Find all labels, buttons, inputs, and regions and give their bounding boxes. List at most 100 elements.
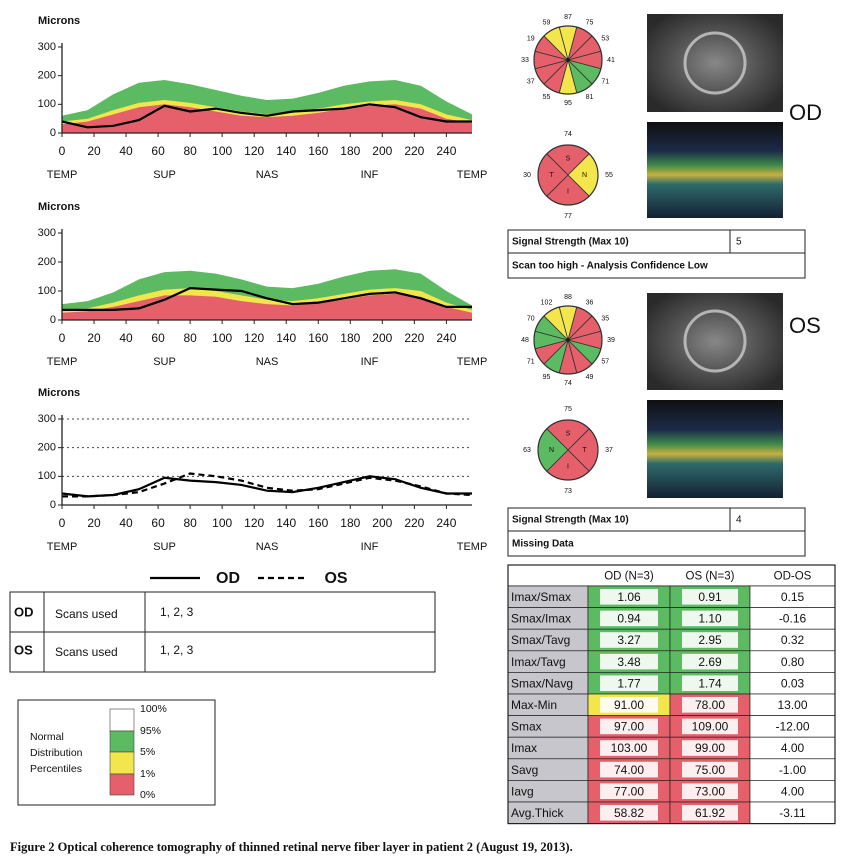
center-dot (566, 338, 570, 342)
legend-level: 95% (140, 725, 161, 737)
region-label: NAS (256, 541, 279, 553)
caption: Figure 2 Optical coherence tomography of… (10, 840, 573, 854)
sector-outline (537, 419, 599, 481)
x-tick-label: 160 (308, 144, 328, 158)
region-label: NAS (256, 356, 279, 368)
sector-value: 41 (607, 57, 615, 64)
cell-value: 1.77 (617, 676, 641, 690)
sector-value: 102 (541, 300, 553, 307)
region-label: INF (361, 169, 379, 181)
sector-letter: S (566, 430, 571, 437)
value-box (682, 718, 738, 735)
sector-value: 48 (521, 337, 529, 344)
region-label: INF (361, 356, 379, 368)
x-tick-label: 0 (59, 144, 66, 158)
thickness-line (61, 475, 472, 498)
x-tick-label: 240 (436, 516, 456, 530)
x-tick-label: 40 (119, 331, 133, 345)
cell-value: 0.03 (781, 676, 805, 690)
sector-value: 39 (607, 337, 615, 344)
cell-value: 58.82 (614, 806, 644, 820)
x-tick-label: 200 (372, 331, 392, 345)
cell-value: 3.27 (617, 633, 641, 647)
y-tick-label: 100 (38, 285, 56, 297)
cell-value: -12.00 (775, 720, 809, 734)
os-fundus-image (647, 293, 783, 390)
x-tick-label: 220 (404, 516, 424, 530)
legend-swatch (109, 751, 135, 775)
signal-value: 4 (736, 515, 742, 526)
row-label: Smax/Imax (511, 612, 571, 626)
sector-letter: T (582, 447, 587, 454)
thickness-line (61, 103, 472, 129)
y-tick-label: 0 (50, 499, 56, 511)
sector-value: 63 (523, 447, 531, 454)
sector-letter: I (567, 188, 569, 195)
legend-level: 1% (140, 768, 155, 780)
x-tick-label: 180 (340, 516, 360, 530)
cell-value: 97.00 (614, 720, 644, 734)
legend-swatch (109, 708, 135, 732)
region-label: TEMP (47, 356, 78, 368)
row-label: Smax/Tavg (511, 633, 570, 647)
table-header: OS (N=3) (686, 571, 735, 583)
scan-label: Scans used (55, 607, 118, 621)
sector-value: 55 (543, 94, 551, 101)
cell-value: 3.48 (617, 655, 641, 669)
sector-value: 75 (586, 20, 594, 27)
table-header: OD (N=3) (604, 571, 654, 583)
cell-value: 61.92 (695, 806, 725, 820)
scan-value: 1, 2, 3 (160, 643, 194, 657)
y-tick-label: 200 (38, 256, 56, 268)
x-tick-label: 60 (151, 144, 165, 158)
cell-value: 0.94 (617, 612, 641, 626)
x-tick-label: 160 (308, 331, 328, 345)
region-label: TEMP (47, 169, 78, 181)
cell-value: 0.15 (781, 590, 805, 604)
x-tick-label: 20 (87, 516, 101, 530)
sector-value: 19 (527, 35, 535, 42)
sector-letter: S (566, 155, 571, 162)
value-box (600, 589, 658, 605)
x-tick-label: 100 (212, 331, 232, 345)
y-axis-label: Microns (38, 201, 80, 213)
row-label: Imax/Tavg (511, 655, 566, 669)
signal-label: Signal Strength (Max 10) (512, 515, 629, 526)
cell-value: -1.00 (779, 763, 807, 777)
y-tick-label: 100 (38, 470, 56, 482)
x-tick-label: 80 (183, 516, 197, 530)
center-dot (566, 58, 570, 62)
signal-value: 5 (736, 237, 742, 248)
row-label: Max-Min (511, 698, 557, 712)
cell-value: 91.00 (614, 698, 644, 712)
row-label: Smax (511, 720, 542, 734)
legend-title: Normal (30, 731, 64, 743)
x-tick-label: 140 (276, 516, 296, 530)
value-box (682, 589, 738, 605)
x-tick-label: 0 (59, 516, 66, 530)
value-box (682, 610, 738, 627)
value-box (600, 761, 658, 778)
x-tick-label: 140 (276, 331, 296, 345)
cell-value: 4.00 (781, 784, 805, 798)
sector-letter: T (549, 172, 554, 179)
percentile-band (62, 104, 472, 133)
row-label: Savg (511, 763, 538, 777)
cell-value: 2.69 (698, 655, 722, 669)
eye-label: OS (789, 313, 821, 338)
cell-value: 77.00 (614, 784, 644, 798)
legend-title: Distribution (30, 747, 83, 759)
region-label: TEMP (47, 541, 78, 553)
table-frame (507, 564, 836, 825)
x-tick-label: 120 (244, 331, 264, 345)
x-tick-label: 60 (151, 331, 165, 345)
sector-value: 81 (586, 94, 594, 101)
sector-value: 53 (601, 35, 609, 42)
y-axis-label: Microns (38, 15, 80, 27)
sector-value: 75 (564, 406, 572, 413)
legend-level: 5% (140, 746, 155, 758)
x-tick-label: 200 (372, 516, 392, 530)
y-tick-label: 100 (38, 98, 56, 110)
signal-box (507, 229, 806, 279)
